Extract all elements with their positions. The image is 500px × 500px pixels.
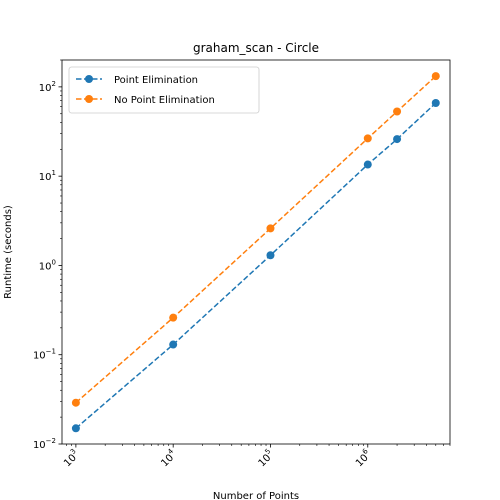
data-point [363,160,372,169]
chart-title: graham_scan - Circle [193,41,319,55]
y-tick-label: 10−1 [33,348,56,362]
x-tick-label: 106 [352,447,374,469]
x-tick-label: 103 [60,447,82,469]
series-line-1 [75,102,437,429]
legend-box [68,66,260,114]
x-axis-title: Number of Points [213,491,299,500]
data-point [71,424,80,433]
data-point [266,224,275,233]
plot-frame [61,59,451,445]
plot-area [71,72,440,433]
y-tick-label: 10−2 [33,437,56,451]
y-tick-label: 101 [39,169,56,183]
legend-label: No Point Elimination [114,95,215,106]
data-point [393,107,402,116]
data-point [169,340,178,349]
x-tick-label: 105 [255,447,277,469]
data-point [266,251,275,260]
legend-label: Point Elimination [114,75,198,86]
y-axis-title: Runtime (seconds) [3,205,14,299]
legend-marker [85,95,93,103]
data-point [169,313,178,322]
data-point [71,398,80,407]
x-tick-label: 104 [157,447,179,469]
data-point [431,98,440,107]
data-point [393,135,402,144]
data-point [363,134,372,143]
data-point [431,72,440,81]
y-tick-label: 100 [39,258,56,272]
legend-marker [85,75,93,83]
legend: Point Elimination No Point Elimination [68,66,260,114]
y-tick-label: 102 [39,80,56,94]
axis-ticks: 103 104 105 106 10−2 10−1 100 101 102 [33,59,451,469]
series-line-2 [75,75,437,404]
